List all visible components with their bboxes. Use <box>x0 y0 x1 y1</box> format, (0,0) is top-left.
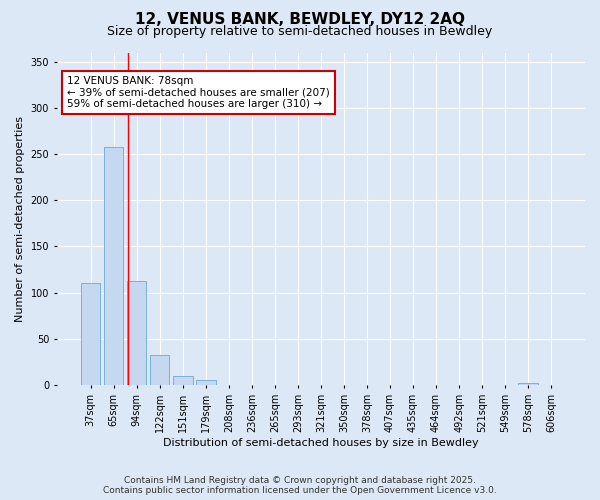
X-axis label: Distribution of semi-detached houses by size in Bewdley: Distribution of semi-detached houses by … <box>163 438 479 448</box>
Bar <box>173 376 193 385</box>
Bar <box>104 146 124 385</box>
Bar <box>127 280 146 385</box>
Bar <box>518 383 538 385</box>
Text: Contains HM Land Registry data © Crown copyright and database right 2025.
Contai: Contains HM Land Registry data © Crown c… <box>103 476 497 495</box>
Bar <box>196 380 215 385</box>
Text: 12 VENUS BANK: 78sqm
← 39% of semi-detached houses are smaller (207)
59% of semi: 12 VENUS BANK: 78sqm ← 39% of semi-detac… <box>67 76 330 109</box>
Text: 12, VENUS BANK, BEWDLEY, DY12 2AQ: 12, VENUS BANK, BEWDLEY, DY12 2AQ <box>135 12 465 28</box>
Bar <box>150 356 169 385</box>
Bar <box>81 284 100 385</box>
Text: Size of property relative to semi-detached houses in Bewdley: Size of property relative to semi-detach… <box>107 25 493 38</box>
Y-axis label: Number of semi-detached properties: Number of semi-detached properties <box>15 116 25 322</box>
